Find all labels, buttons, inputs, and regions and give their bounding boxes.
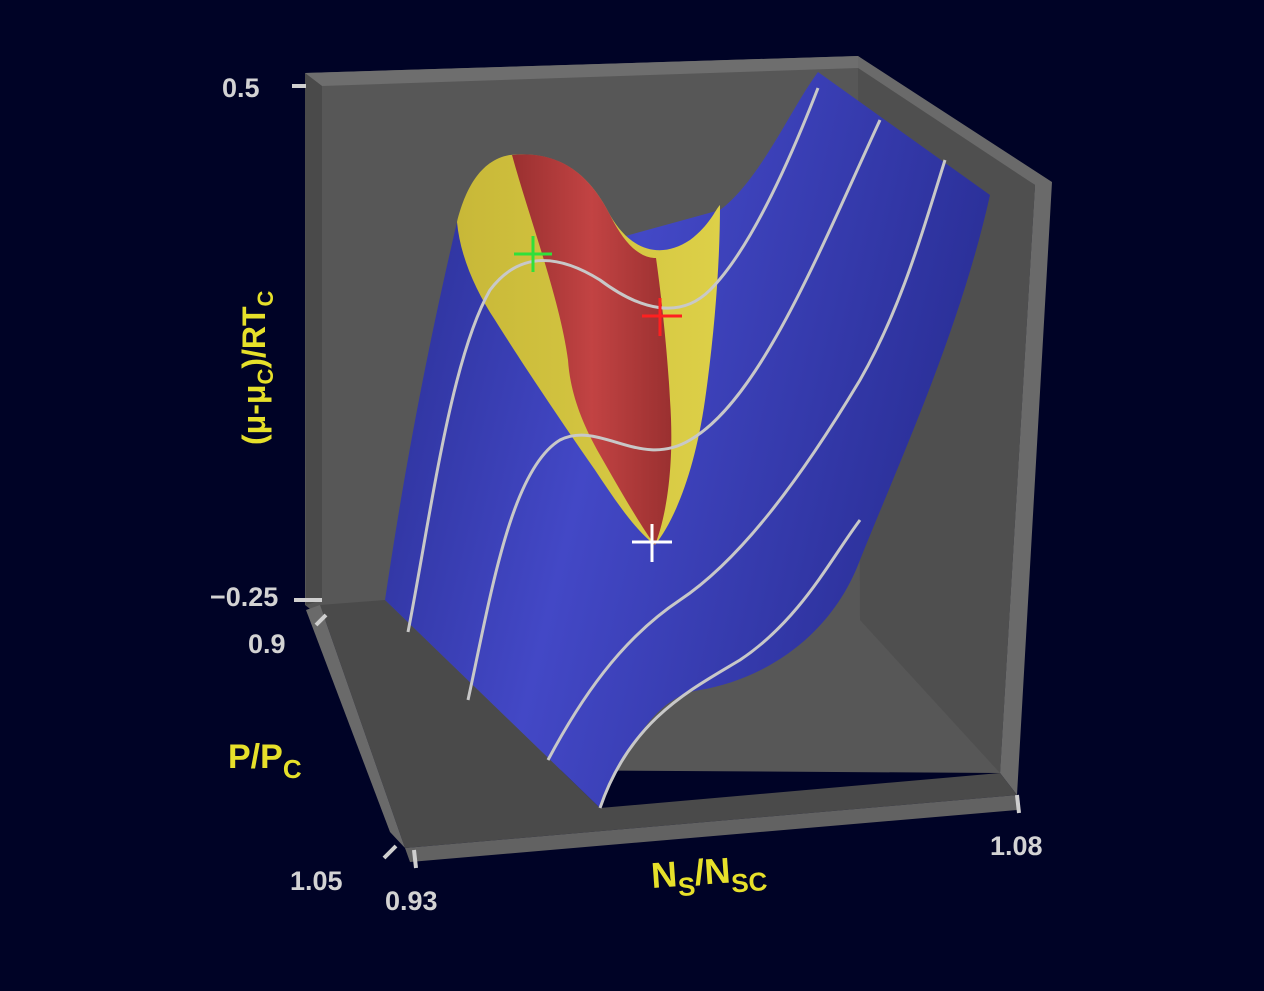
z-tick-min: −0.25 xyxy=(210,582,278,612)
tick-marks xyxy=(292,84,1021,869)
isobar-3 xyxy=(546,159,947,761)
isobar-4 xyxy=(598,519,862,809)
energy-surface xyxy=(385,72,990,809)
y-tick-min: 0.9 xyxy=(248,629,286,659)
floor-front-edge xyxy=(306,605,405,848)
isobar-2 xyxy=(466,119,882,701)
y-axis-label: P/PC xyxy=(228,738,302,784)
isobar-1 xyxy=(406,87,820,633)
left-wall-edge xyxy=(305,73,322,605)
x-axis-label: NS/NSC xyxy=(650,847,769,904)
y-tick-max: 1.05 xyxy=(290,866,343,896)
white-cross-marker xyxy=(632,524,672,562)
x-tick-min: 0.93 xyxy=(385,886,438,916)
z-tick-max: 0.5 xyxy=(222,73,260,103)
floor-bottom-edge xyxy=(405,795,1017,862)
back-wall-rim xyxy=(305,56,858,86)
green-cross-marker xyxy=(514,236,552,272)
x-tick-max: 1.08 xyxy=(990,831,1043,861)
red-cross-marker xyxy=(642,298,682,336)
floor xyxy=(320,600,1017,848)
z-axis-label: (μ-μC)/RTC xyxy=(236,290,278,445)
